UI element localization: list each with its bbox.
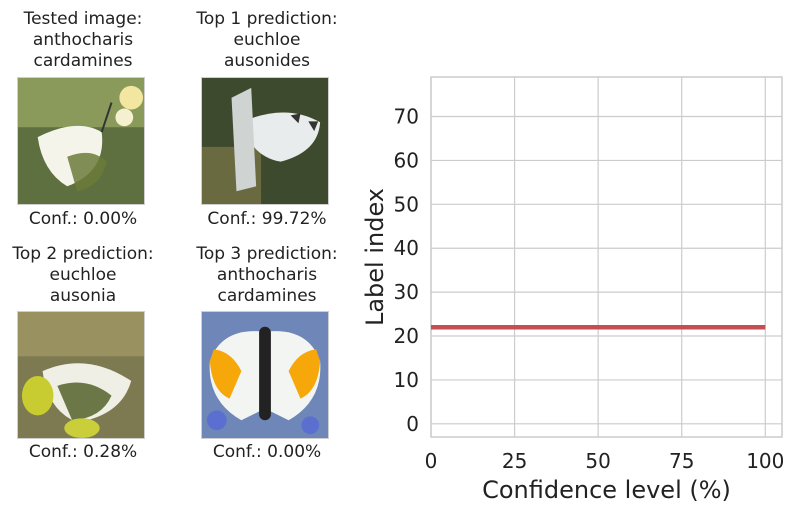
chart-grid xyxy=(430,77,782,437)
y-tick-label: 10 xyxy=(394,368,419,392)
x-tick-labels: 0 25 50 75 100 xyxy=(425,449,785,473)
x-tick-label: 0 xyxy=(425,449,438,473)
y-tick-label: 0 xyxy=(406,412,419,436)
butterfly-photo-icon xyxy=(201,311,329,439)
confidence-label: Conf.: 0.00% xyxy=(28,209,138,229)
butterfly-photo-icon xyxy=(17,311,145,439)
x-axis-label: Confidence level (%) xyxy=(482,476,731,504)
x-tick-label: 75 xyxy=(669,449,694,473)
y-tick-label: 60 xyxy=(394,148,419,172)
confidence-label: Conf.: 99.72% xyxy=(207,209,327,229)
butterfly-photo-icon xyxy=(201,77,329,205)
panel-title: Top 3 prediction: anthocharis cardamines xyxy=(196,244,338,306)
x-tick-label: 25 xyxy=(502,449,527,473)
y-tick-label: 70 xyxy=(394,105,419,129)
panel-title: Top 1 prediction: euchloe ausonides xyxy=(196,9,338,71)
y-tick-label: 20 xyxy=(394,324,419,348)
y-tick-labels: 0 10 20 30 40 50 60 70 xyxy=(394,105,419,436)
x-tick-label: 50 xyxy=(585,449,610,473)
panel-title: Top 2 prediction: euchloe ausonia xyxy=(12,244,154,306)
confidence-label: Conf.: 0.00% xyxy=(212,442,322,462)
plot-frame xyxy=(430,76,783,438)
x-tick-label: 100 xyxy=(746,449,784,473)
butterfly-photo-icon xyxy=(17,77,145,205)
confidence-label: Conf.: 0.28% xyxy=(28,442,138,462)
y-axis-label: Label index xyxy=(361,188,389,326)
panel-title: Tested image: anthocharis cardamines xyxy=(23,9,143,71)
y-tick-label: 40 xyxy=(394,236,419,260)
y-tick-label: 50 xyxy=(394,192,419,216)
y-tick-label: 30 xyxy=(394,280,419,304)
